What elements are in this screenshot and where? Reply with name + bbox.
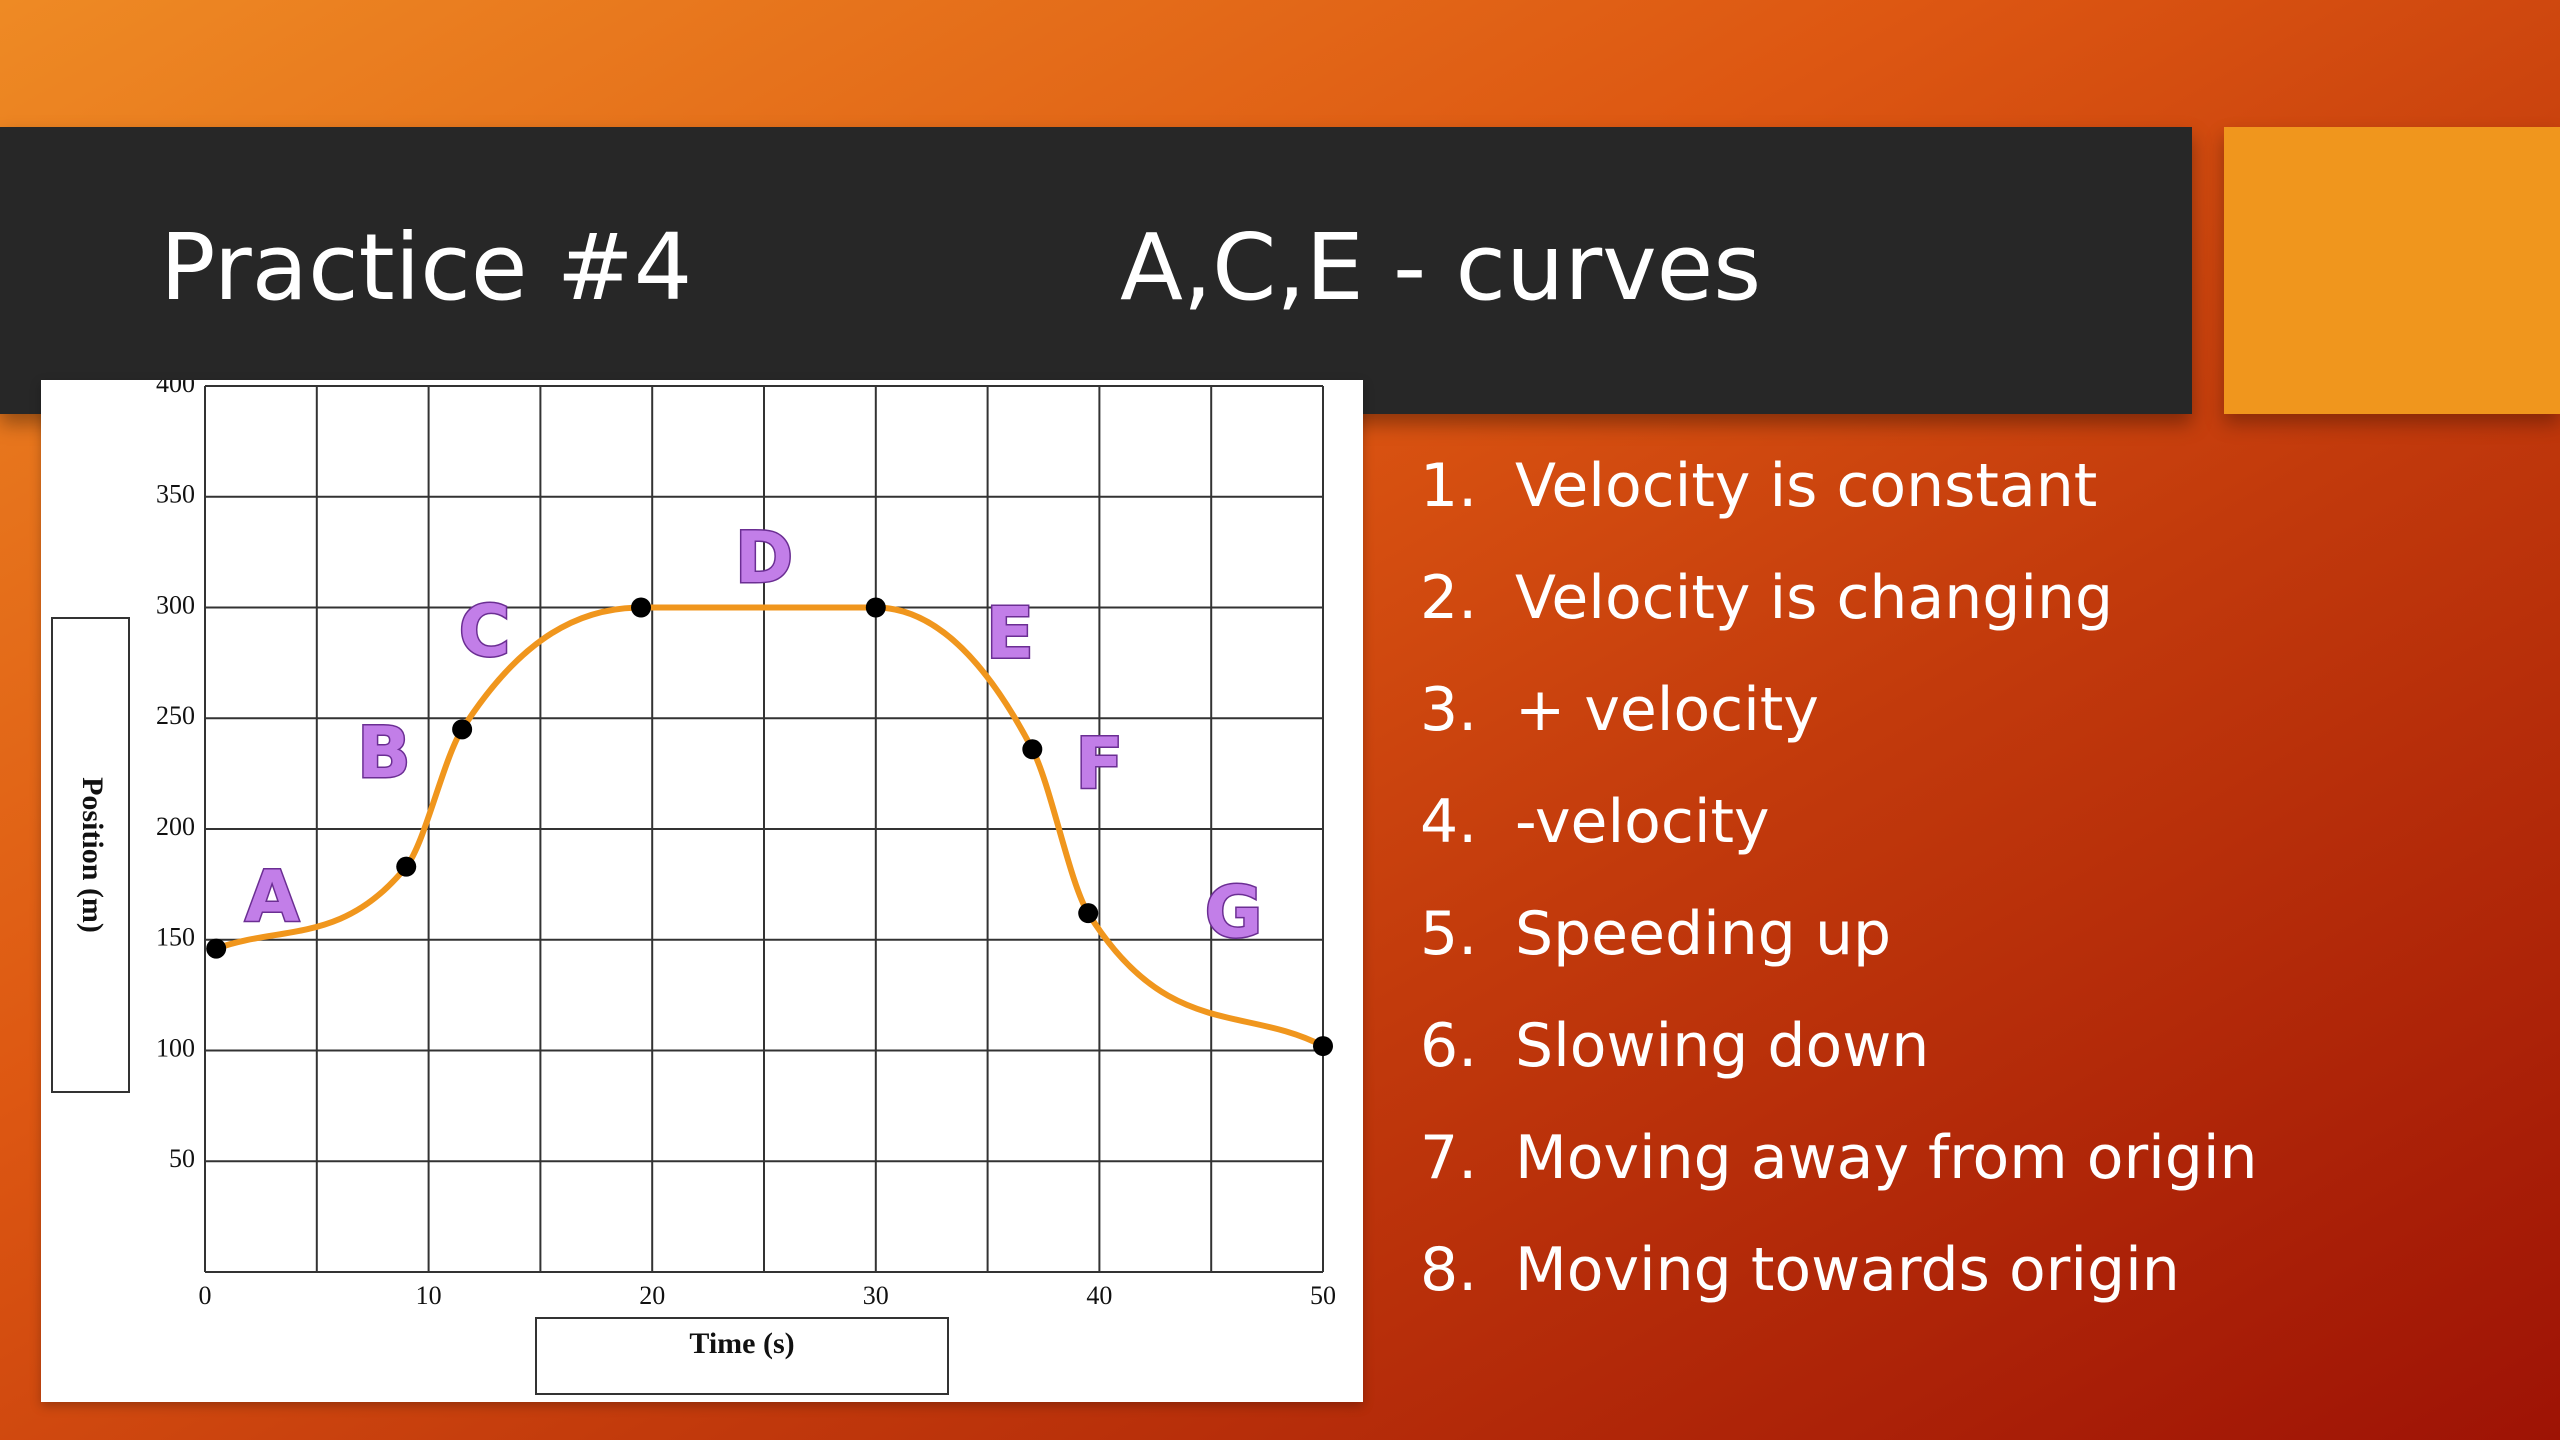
list-item: 1. Velocity is constant: [1420, 451, 2098, 521]
chart-points: [206, 597, 1333, 1057]
concept-list: 1. Velocity is constant 2. Velocity is cha…: [1420, 430, 2258, 1326]
segment-label-b: B: [357, 712, 410, 794]
y-tick-label: 100: [156, 1033, 195, 1062]
y-tick-label: 150: [156, 923, 195, 952]
x-tick-label: 0: [199, 1281, 212, 1310]
slide-subtitle: A,C,E - curves: [1120, 214, 1762, 321]
segment-label-g: G: [1205, 872, 1262, 954]
xlabel-box: [535, 1317, 949, 1395]
chart-grid: [204, 385, 1324, 1273]
data-point: [1022, 739, 1043, 760]
y-axis-label: Position (m): [76, 777, 109, 933]
data-point: [1078, 903, 1099, 924]
segment-label-a: A: [245, 856, 299, 938]
accent-square: [2224, 127, 2560, 414]
title-bar: [0, 127, 2192, 414]
data-point: [396, 856, 417, 877]
x-tick-label: 30: [863, 1281, 889, 1310]
segment-label-e: E: [986, 593, 1034, 675]
x-axis-label: Time (s): [689, 1327, 794, 1360]
list-item: 8. Moving towards origin: [1420, 1235, 2180, 1305]
list-item: 4. -velocity: [1420, 787, 1770, 857]
x-tick-label: 40: [1086, 1281, 1112, 1310]
list-item: 3. + velocity: [1420, 675, 1819, 745]
y-tick-label: 250: [156, 701, 195, 730]
data-point: [206, 938, 227, 959]
y-tick-label: 200: [156, 812, 195, 841]
y-tick-label: 350: [156, 480, 195, 509]
list-item: 7. Moving away from origin: [1420, 1123, 2258, 1193]
list-item: 6. Slowing down: [1420, 1011, 1930, 1081]
list-item: 5. Speeding up: [1420, 899, 1892, 969]
data-point: [865, 597, 886, 618]
segment-label-c: C: [459, 590, 510, 672]
y-tick-label: 400: [156, 380, 195, 398]
position-curve: [213, 604, 1326, 1050]
data-point: [452, 719, 473, 740]
y-tick-label: 300: [156, 590, 195, 619]
segment-label-d: D: [735, 517, 793, 599]
x-tick-label: 20: [639, 1281, 665, 1310]
y-tick-label: 50: [169, 1144, 195, 1173]
list-item: 2. Velocity is changing: [1420, 563, 2114, 633]
ylabel-box: [51, 617, 130, 1093]
segment-label-f: F: [1075, 723, 1123, 805]
x-tick-label: 50: [1310, 1281, 1336, 1310]
x-tick-label: 10: [416, 1281, 442, 1310]
x-tick-labels: 0 10 20 30 40 50: [199, 1281, 1337, 1310]
slide-title: Practice #4: [160, 214, 693, 321]
position-time-chart: 50 100 150 200 250 300 350 400 0 10 20 30 40 50 ABC D…: [51, 380, 1337, 1395]
segment-labels: ABC D EFG: [243, 516, 1263, 955]
data-point: [1313, 1036, 1333, 1057]
data-point: [631, 597, 652, 618]
y-tick-labels: 50 100 150 200 250 300 350 400: [156, 380, 195, 1173]
